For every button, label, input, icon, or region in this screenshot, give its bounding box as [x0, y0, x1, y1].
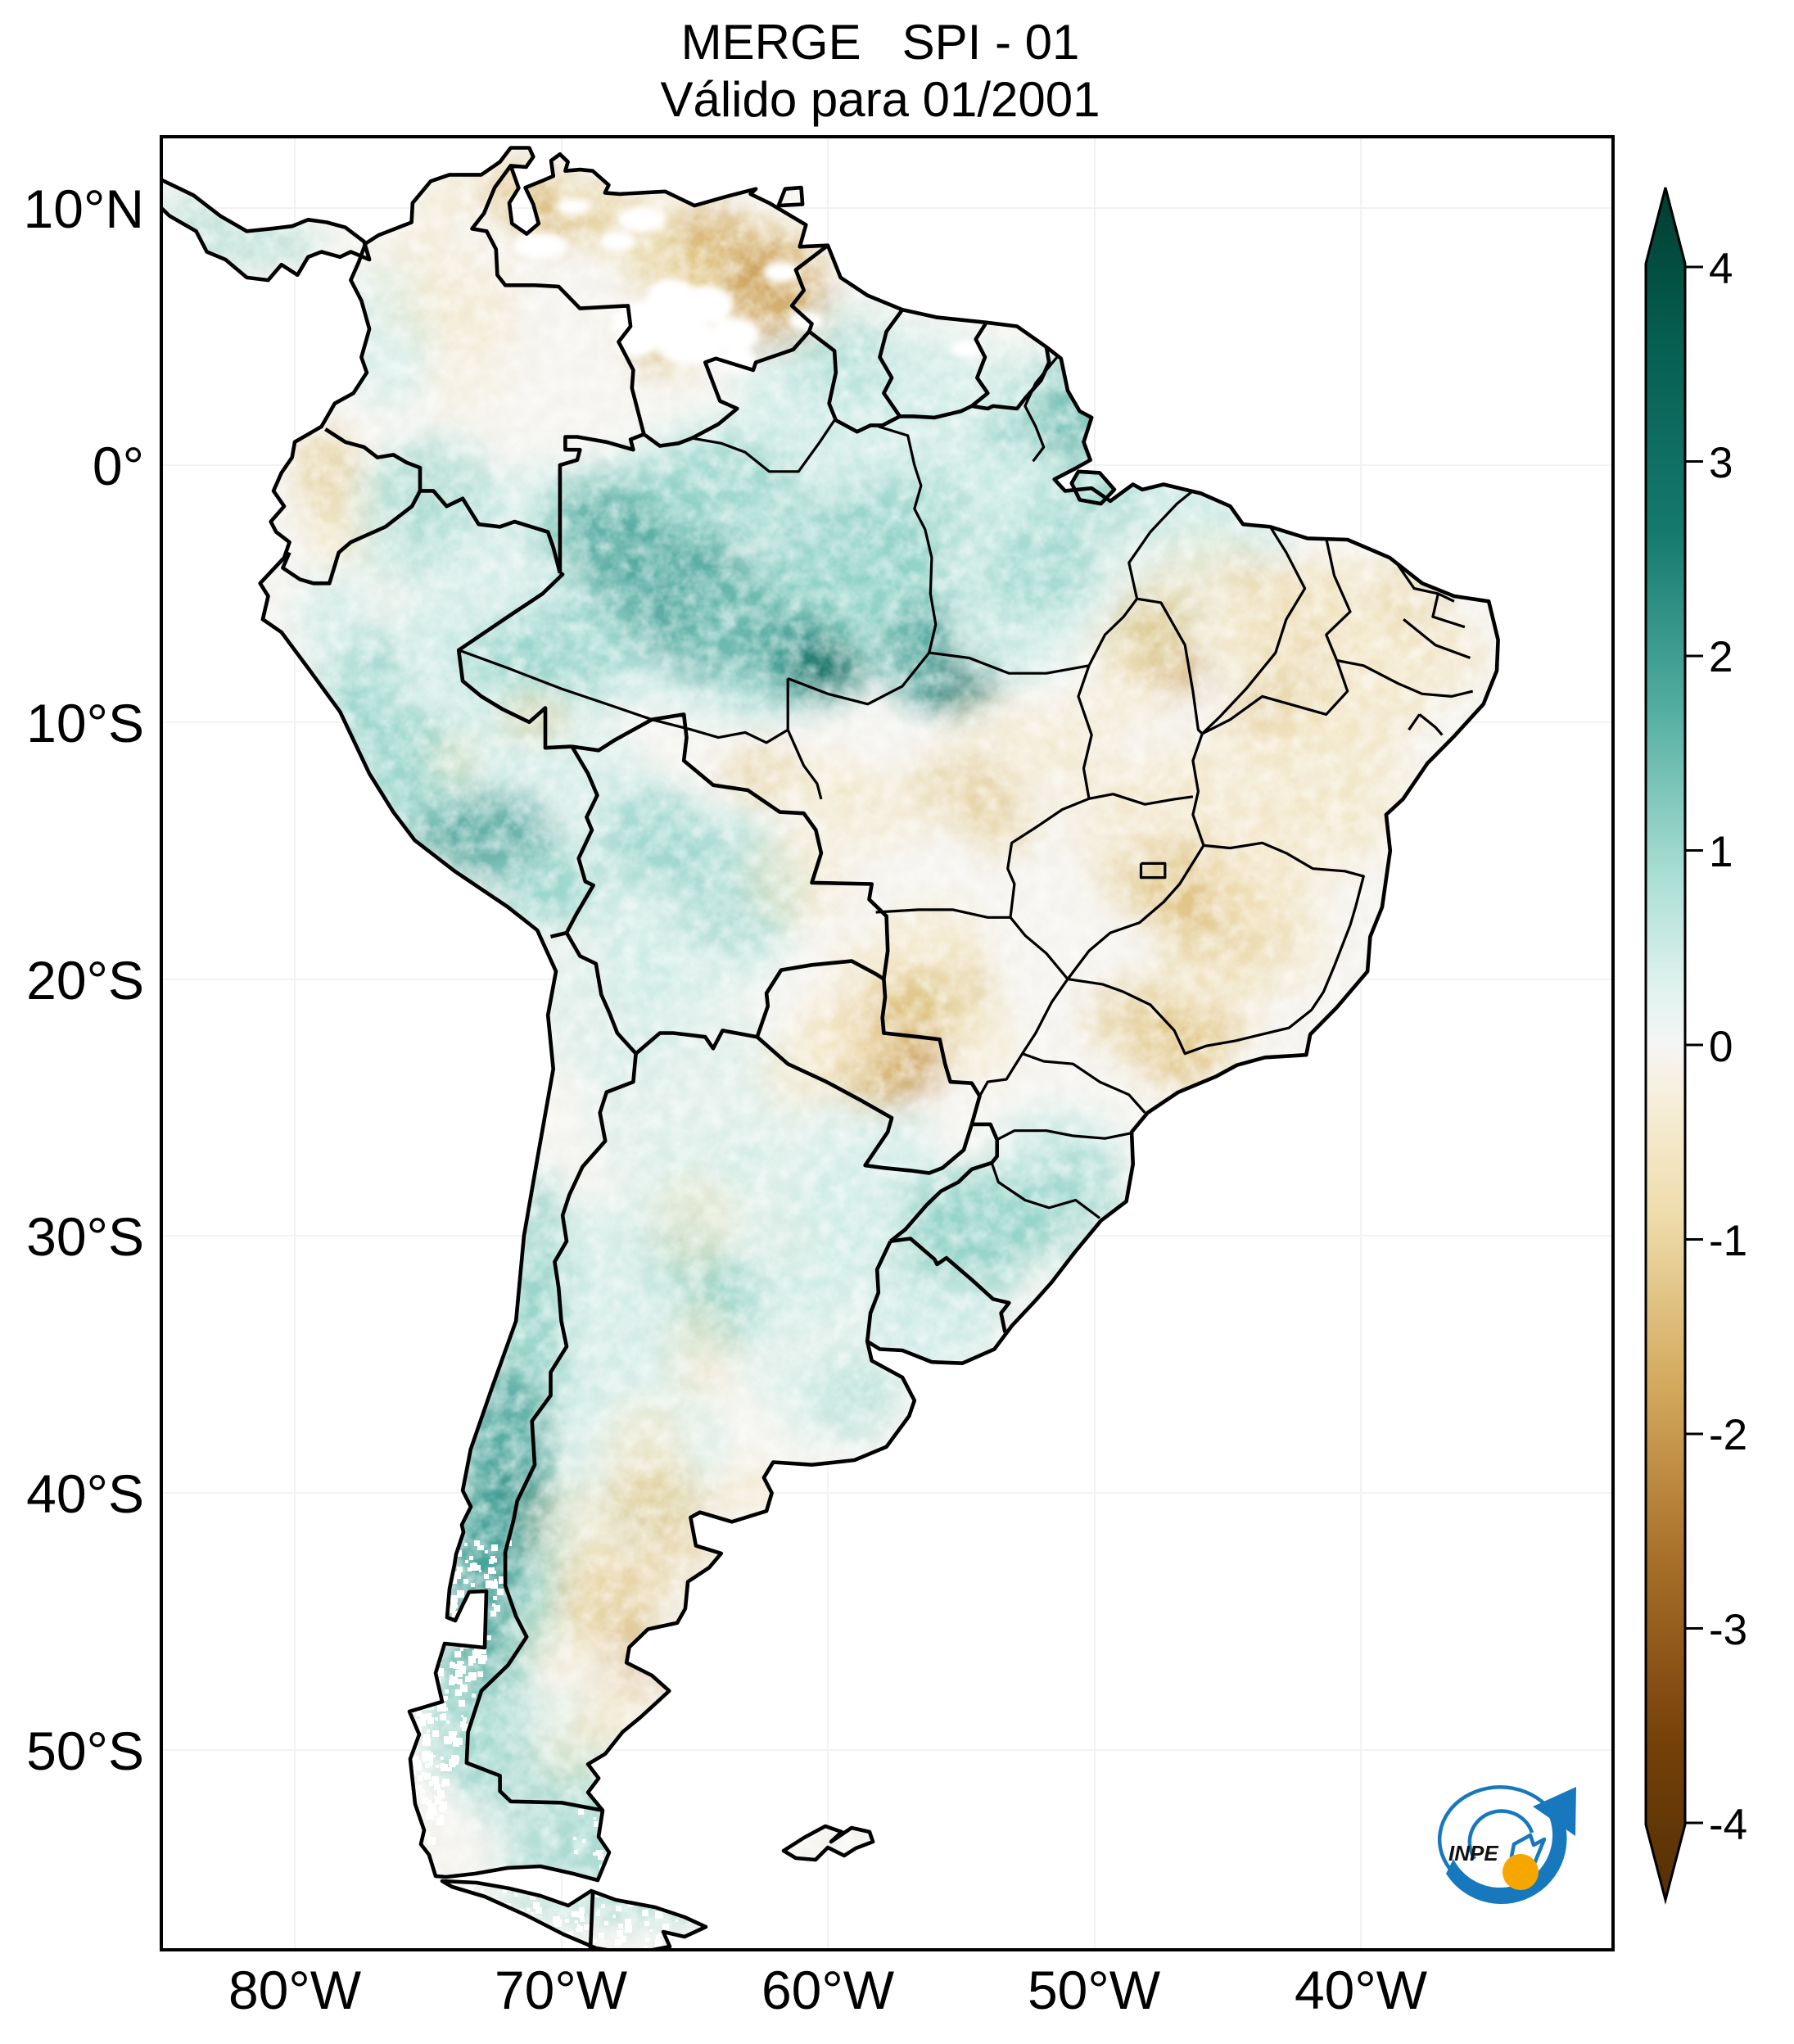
svg-text:Válido para 01/2001: Válido para 01/2001 — [660, 72, 1100, 127]
svg-text:2: 2 — [1709, 633, 1733, 681]
svg-text:-3: -3 — [1709, 1606, 1747, 1654]
svg-text:1: 1 — [1709, 828, 1733, 876]
svg-text:40°S: 40°S — [26, 1463, 144, 1524]
svg-text:10°S: 10°S — [26, 693, 144, 753]
svg-text:MERGE SPI - 01: MERGE SPI - 01 — [681, 15, 1080, 70]
svg-text:60°W: 60°W — [761, 1960, 895, 2020]
svg-text:INPE: INPE — [1448, 1841, 1498, 1865]
svg-text:80°W: 80°W — [228, 1960, 362, 2020]
svg-text:0°: 0° — [93, 436, 144, 496]
svg-text:3: 3 — [1709, 439, 1733, 487]
svg-text:10°N: 10°N — [24, 179, 144, 239]
svg-text:50°W: 50°W — [1028, 1960, 1161, 2020]
svg-text:40°W: 40°W — [1295, 1960, 1428, 2020]
svg-text:-2: -2 — [1709, 1411, 1747, 1459]
svg-text:0: 0 — [1709, 1023, 1733, 1071]
svg-text:50°S: 50°S — [26, 1721, 144, 1781]
svg-text:70°W: 70°W — [495, 1960, 628, 2020]
svg-text:-4: -4 — [1709, 1801, 1747, 1849]
svg-text:30°S: 30°S — [26, 1206, 144, 1267]
svg-text:-1: -1 — [1709, 1217, 1747, 1265]
svg-text:4: 4 — [1709, 245, 1733, 293]
svg-text:20°S: 20°S — [26, 950, 144, 1011]
